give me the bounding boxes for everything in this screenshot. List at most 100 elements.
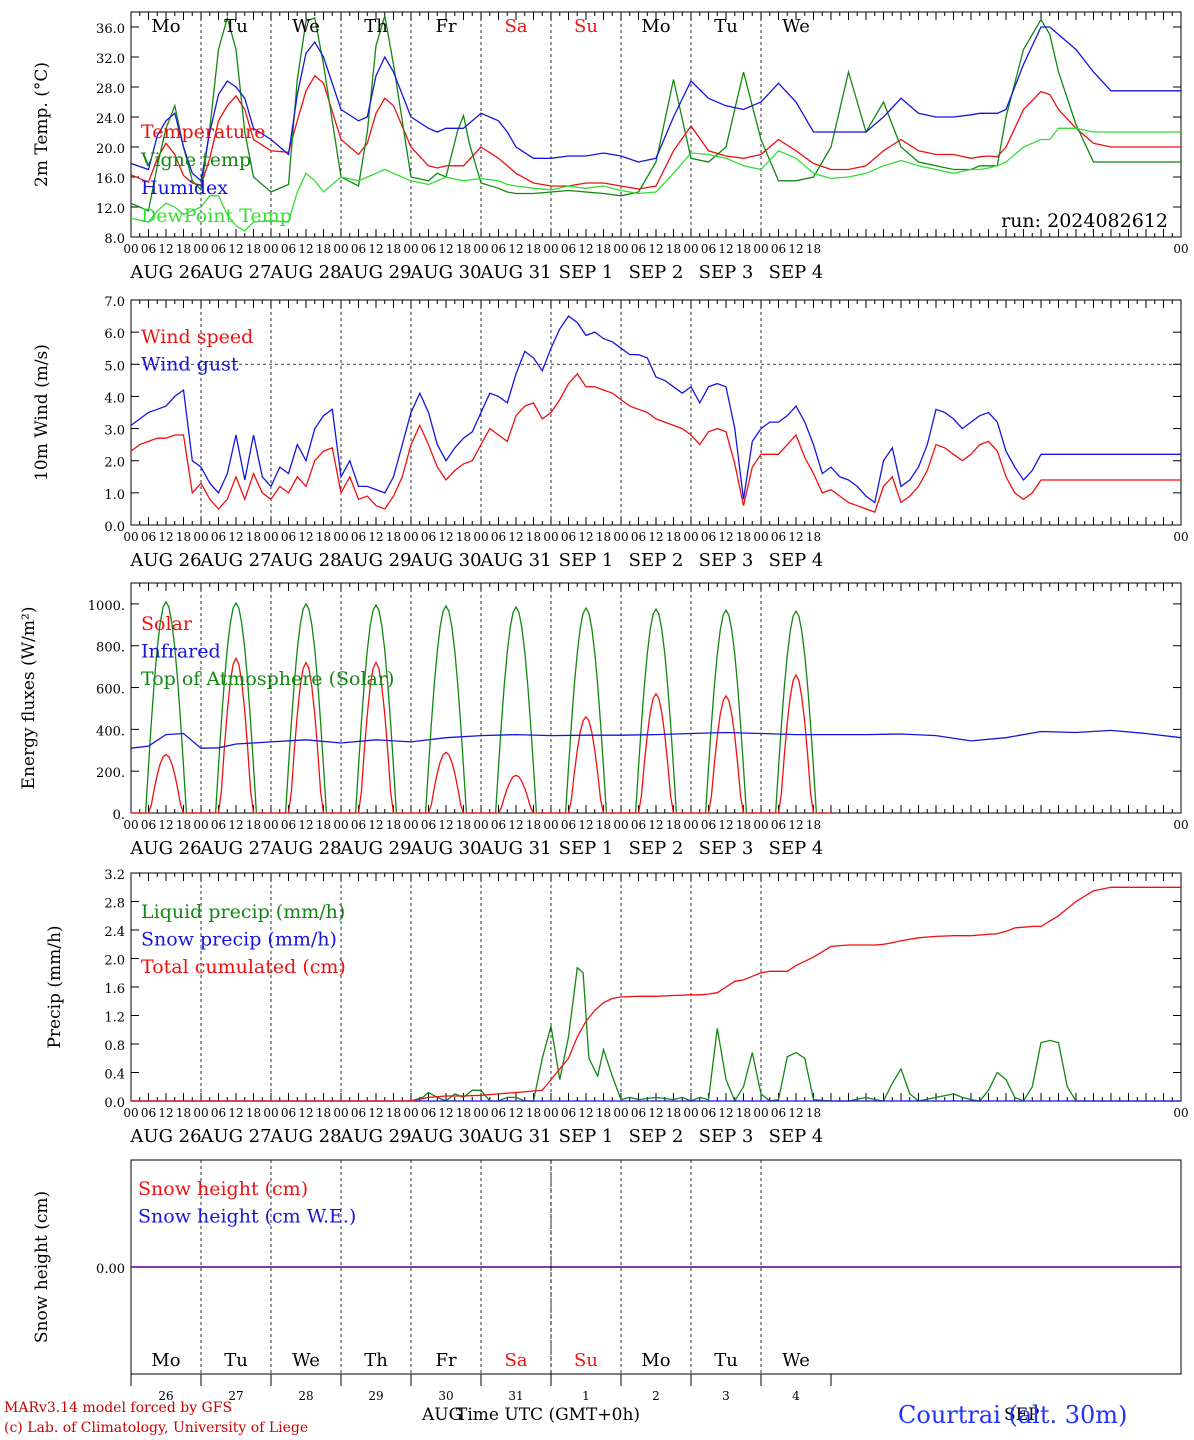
footer-month-left: AUG: [422, 1405, 463, 1425]
hour-label: 06: [771, 242, 786, 256]
hour-label: 12: [578, 818, 593, 832]
hour-label: 12: [158, 818, 173, 832]
panel-1-frame: [130, 11, 1182, 238]
hour-label: 00: [753, 1106, 768, 1120]
hour-label: 00: [333, 1106, 348, 1120]
legend-entry-vigne-temp: Vigne temp: [140, 149, 251, 171]
date-label: AUG 31: [479, 1126, 551, 1147]
hour-label: 12: [158, 530, 173, 544]
hour-label: 18: [736, 530, 751, 544]
legend-entry-solar: Solar: [141, 613, 193, 635]
y-tick-label: 36.0: [96, 22, 125, 37]
hour-label: 00: [263, 818, 278, 832]
hour-label: 00: [683, 530, 698, 544]
hour-label: 00: [543, 242, 558, 256]
hour-label: 12: [578, 1106, 593, 1120]
hour-label: 12: [508, 530, 523, 544]
legend-entry-snow-height-cm-: Snow height (cm): [138, 1178, 308, 1200]
date-label: AUG 26: [129, 1126, 201, 1147]
legend-entry-dewpoint-temp: DewPoint Temp: [141, 205, 292, 227]
series-line-temperature: [130, 74, 1181, 190]
hour-label: 18: [596, 530, 611, 544]
hour-label: 06: [421, 242, 436, 256]
hour-label: 18: [246, 530, 261, 544]
hour-label: 06: [211, 818, 226, 832]
hour-label: 12: [718, 1106, 733, 1120]
day-of-week-label: Mo: [151, 1350, 180, 1371]
hour-label: 00: [1173, 818, 1188, 832]
hour-label: 00: [683, 1106, 698, 1120]
hour-label: 18: [176, 818, 191, 832]
hour-label: 00: [263, 530, 278, 544]
y-tick-label: 800.: [96, 641, 125, 656]
hour-label: 18: [806, 818, 821, 832]
day-number-label: 29: [368, 1389, 383, 1403]
y-axis-label: Precip (mm/h): [45, 925, 65, 1048]
hour-label: 00: [263, 242, 278, 256]
footer-month-right: SEP: [1004, 1405, 1040, 1425]
hour-label: 12: [368, 818, 383, 832]
hour-label: 18: [526, 530, 541, 544]
hour-label: 06: [421, 1106, 436, 1120]
date-label: SEP 3: [699, 1126, 754, 1147]
date-label: SEP 4: [769, 838, 824, 859]
hour-label: 12: [228, 242, 243, 256]
date-label: AUG 28: [269, 838, 341, 859]
footer-lab-credit: (c) Lab. of Climatology, University of L…: [4, 1420, 309, 1436]
day-of-week-label: Su: [574, 1350, 598, 1371]
y-tick-label: 2.4: [104, 925, 125, 940]
hour-label: 18: [316, 1106, 331, 1120]
y-tick-label: 1.0: [104, 488, 125, 503]
series-line-wind-gust: [130, 315, 1181, 504]
hour-label: 18: [526, 242, 541, 256]
hour-label: 00: [1173, 1106, 1188, 1120]
hour-label: 00: [403, 530, 418, 544]
hour-label: 00: [613, 530, 628, 544]
hour-label: 06: [701, 530, 716, 544]
day-number-label: 2: [652, 1389, 660, 1403]
series-line-humidex: [130, 26, 1181, 183]
date-label: AUG 28: [269, 1126, 341, 1147]
hour-label: 12: [718, 818, 733, 832]
day-of-week-label: We: [782, 16, 810, 37]
y-tick-label: 0.: [113, 808, 125, 823]
date-label: SEP 1: [559, 838, 614, 859]
hour-label: 06: [281, 1106, 296, 1120]
hour-label: 06: [211, 242, 226, 256]
hour-label: 12: [508, 818, 523, 832]
series-line-total-cumulated-cm-: [131, 886, 1181, 1102]
hour-label: 06: [351, 818, 366, 832]
day-of-week-label: Fr: [435, 16, 456, 37]
hour-label: 06: [351, 530, 366, 544]
y-tick-label: 3.0: [104, 424, 125, 439]
date-label: SEP 2: [629, 262, 684, 283]
y-tick-label: 4.0: [104, 391, 125, 406]
hour-label: 06: [701, 1106, 716, 1120]
hour-label: 12: [228, 530, 243, 544]
date-label: AUG 28: [269, 262, 341, 283]
y-tick-label: 7.0: [104, 295, 125, 310]
day-number-label: 3: [722, 1389, 730, 1403]
date-label: SEP 1: [559, 550, 614, 571]
hour-label: 00: [613, 242, 628, 256]
day-of-week-label: We: [782, 1350, 810, 1371]
y-axis-label: Snow height (cm): [32, 1191, 52, 1343]
hour-label: 12: [648, 1106, 663, 1120]
hour-label: 00: [473, 242, 488, 256]
y-tick-label: 0.0: [104, 1096, 125, 1111]
day-of-week-label: Tu: [714, 16, 738, 37]
date-label: SEP 1: [559, 1126, 614, 1147]
series-line-infrared: [130, 729, 1182, 749]
panel-2-frame: [130, 299, 1182, 526]
run-label: run: 2024082612: [1001, 210, 1168, 232]
hour-label: 12: [648, 242, 663, 256]
y-axis-label: 2m Temp. (°C): [32, 62, 52, 187]
y-tick-label: 0.8: [104, 1039, 125, 1054]
hour-label: 18: [596, 818, 611, 832]
hour-label: 12: [368, 242, 383, 256]
date-label: AUG 30: [409, 550, 481, 571]
day-of-week-label: Tu: [224, 1350, 248, 1371]
y-tick-label: 1.2: [104, 1011, 125, 1026]
hour-label: 18: [246, 818, 261, 832]
